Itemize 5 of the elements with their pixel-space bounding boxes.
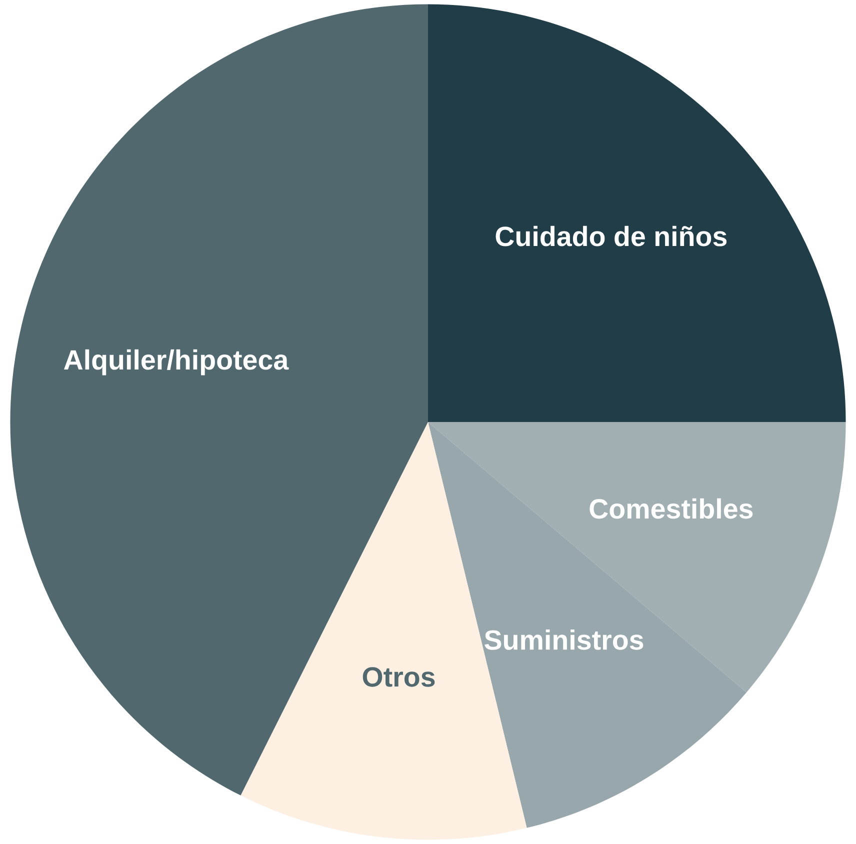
slice-label: Alquiler/hipoteca — [64, 349, 289, 376]
slice-label: Comestibles — [590, 498, 753, 519]
slice-label: Suministros — [484, 629, 644, 650]
slice-label: Cuidado de niños — [496, 226, 727, 246]
slice-label: Otros — [362, 667, 435, 687]
